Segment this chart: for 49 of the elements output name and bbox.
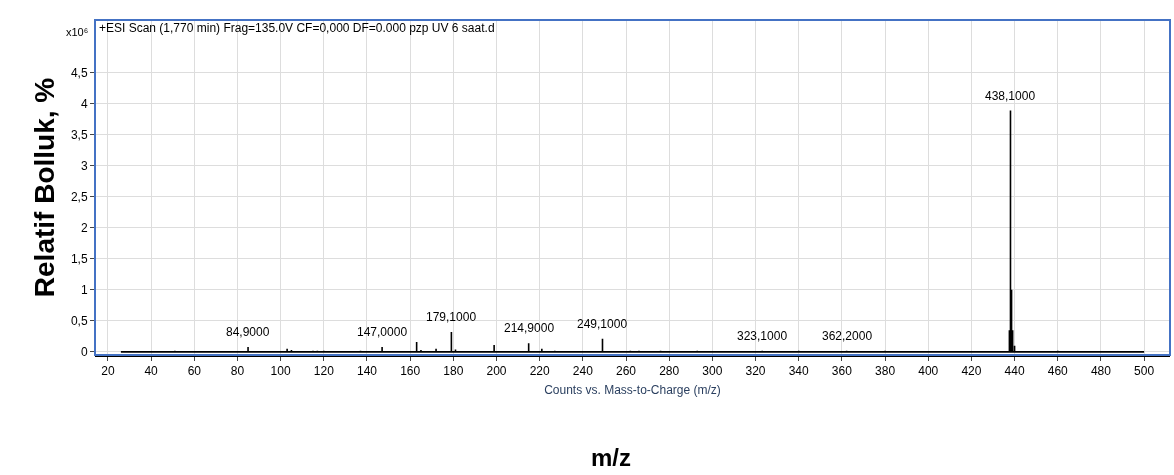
chart-title: +ESI Scan (1,770 min) Frag=135.0V CF=0,000 DF=0.000 pzp UV 6 saat.d — [99, 21, 495, 36]
text: m/z — [591, 444, 632, 471]
x-tick-label: 320 — [745, 364, 766, 379]
x-tick-label: 500 — [1134, 364, 1155, 379]
x-tick-label: 160 — [400, 364, 421, 379]
x-axis-title: Counts vs. Mass-to-Charge (m/z) — [544, 382, 721, 397]
y-tick-label: 3 — [80, 158, 88, 173]
x-tick-label: 280 — [659, 364, 680, 379]
x-tick-label: 460 — [1047, 364, 1069, 379]
y-tick-label: 0 — [80, 345, 88, 360]
x-tick-label: 180 — [443, 364, 464, 379]
x-tick-label: 380 — [875, 364, 896, 379]
x-tick-label: 440 — [1004, 364, 1025, 379]
x-tick-label: 360 — [831, 364, 853, 379]
x-tick-label: 100 — [270, 364, 291, 379]
annotation: 214,9000 — [504, 321, 555, 335]
x-tick-label: 80 — [230, 364, 245, 379]
annotation: 249,1000 — [577, 317, 628, 331]
y-tick-label: 3,5 — [70, 127, 88, 142]
annotation: 323,1000 — [737, 329, 788, 343]
annotation: 147,0000 — [357, 325, 408, 339]
y-tick-label: 4,5 — [70, 65, 88, 80]
line-series — [120, 109, 1145, 353]
x-tick-label: 220 — [529, 364, 551, 379]
x-tick-label: 20 — [101, 364, 115, 379]
x-tick-label: 120 — [313, 364, 335, 379]
y-tick-label: 4 — [80, 96, 88, 111]
y-tick-label: 1 — [80, 283, 88, 298]
annotation: 438,1000 — [985, 89, 1036, 103]
y-tick-label: 2,5 — [70, 190, 88, 205]
x-tick-label: 40 — [144, 364, 159, 379]
annotation: 362,2000 — [822, 329, 873, 343]
y-tick-label: 2 — [80, 221, 88, 236]
x-tick-label: 400 — [918, 364, 939, 379]
y-tick-label: 0,5 — [70, 314, 88, 329]
x-tick-label: 260 — [616, 364, 637, 379]
y-axis-title: Relatif Bolluk, % — [28, 77, 60, 298]
x-tick-label: 300 — [702, 364, 723, 379]
annotation: 84,9000 — [226, 325, 270, 339]
text: x10⁶ — [66, 26, 89, 38]
x-tick-label: 340 — [788, 364, 810, 379]
x-tick-label: 140 — [356, 364, 378, 379]
x-tick-label: 420 — [961, 364, 982, 379]
y-tick-label: 1,5 — [70, 252, 88, 267]
x-tick-label: 480 — [1090, 364, 1112, 379]
x-tick-label: 240 — [572, 364, 594, 379]
annotation: 179,1000 — [426, 310, 477, 324]
x-tick-label: 200 — [486, 364, 507, 379]
x-tick-label: 60 — [187, 364, 202, 379]
